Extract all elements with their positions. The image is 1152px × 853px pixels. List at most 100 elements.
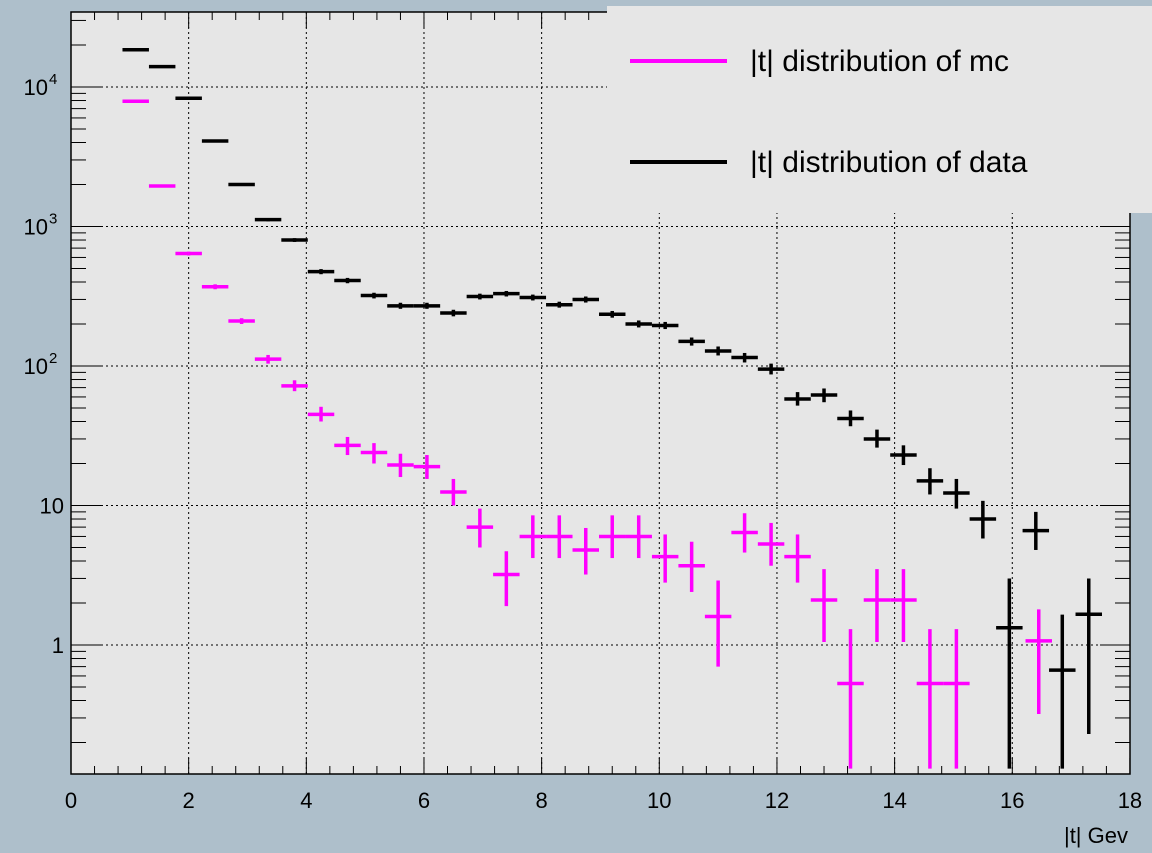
data-point <box>254 354 282 364</box>
data-point <box>519 515 547 559</box>
data-point <box>1075 578 1102 735</box>
data-point <box>837 629 864 769</box>
x-tick-label: 14 <box>882 788 906 813</box>
y-tick-label: 10 <box>24 215 48 240</box>
data-point <box>413 302 441 309</box>
legend: |t| distribution of mc |t| distribution … <box>607 6 1152 213</box>
data-point <box>175 96 202 101</box>
data-point <box>228 182 255 187</box>
data-point <box>810 388 838 403</box>
data-point <box>546 515 573 559</box>
data-point <box>784 534 811 583</box>
legend-label-data: |t| distribution of data <box>750 146 1028 179</box>
x-tick-label: 10 <box>647 788 671 813</box>
x-tick-label: 2 <box>183 788 195 813</box>
data-marks <box>122 47 1102 769</box>
data-point <box>440 309 467 317</box>
data-point <box>625 320 652 328</box>
data-point <box>757 522 785 566</box>
data-point <box>148 184 176 188</box>
data-point <box>704 346 732 356</box>
data-point <box>890 445 917 466</box>
data-point <box>890 569 917 643</box>
data-point <box>334 436 361 456</box>
data-point <box>148 64 176 69</box>
data-point <box>651 534 679 583</box>
data-point <box>201 284 229 290</box>
data-point <box>731 513 758 553</box>
data-point <box>572 527 599 575</box>
data-point <box>678 541 705 592</box>
x-tick-label: 6 <box>418 788 430 813</box>
data-point <box>519 294 547 301</box>
data-point <box>916 468 944 495</box>
data-point <box>307 406 335 422</box>
data-point <box>493 290 520 297</box>
y-tick-label: 10 <box>24 354 48 379</box>
data-point <box>1022 511 1050 550</box>
x-tick-label: 8 <box>536 788 548 813</box>
data-point <box>651 321 679 330</box>
legend-box <box>607 6 1152 213</box>
data-point <box>493 551 520 607</box>
y-tick-label-exponent: 4 <box>49 71 57 88</box>
data-point <box>810 569 838 643</box>
x-tick-labels: 0 2 4 6 8 10 12 14 16 18 <box>65 788 1142 813</box>
data-point <box>413 455 441 479</box>
data-point <box>175 251 202 256</box>
data-point <box>254 217 282 222</box>
data-point <box>122 47 149 52</box>
data-point <box>731 352 758 363</box>
data-point <box>969 500 997 539</box>
data-point <box>704 580 732 667</box>
data-point <box>281 380 308 392</box>
data-point <box>122 99 149 104</box>
data-point <box>334 277 361 284</box>
x-tick-label: 0 <box>65 788 77 813</box>
grid-lines <box>71 12 1130 774</box>
data-point <box>996 578 1023 769</box>
y-tick-label: 10 <box>40 494 64 519</box>
data-point <box>440 478 467 506</box>
data-point <box>784 392 811 406</box>
data-point <box>863 569 891 643</box>
x-axis-title: |t| Gev <box>1064 823 1128 848</box>
y-tick-label-exponent: 3 <box>49 211 57 228</box>
x-tick-label: 16 <box>1000 788 1024 813</box>
data-point <box>466 293 494 300</box>
data-point <box>201 139 229 143</box>
data-point <box>281 238 308 242</box>
x-tick-label: 4 <box>300 788 312 813</box>
legend-label-mc: |t| distribution of mc <box>750 45 1009 78</box>
x-tick-label: 18 <box>1118 788 1142 813</box>
data-point <box>360 292 388 299</box>
data-point <box>572 296 599 303</box>
data-point <box>360 443 388 464</box>
y-tick-label: 1 <box>52 633 64 658</box>
data-point <box>228 318 255 325</box>
data-point <box>466 508 494 548</box>
data-point <box>387 302 414 309</box>
data-point <box>598 310 626 318</box>
data-point <box>1049 614 1076 769</box>
data-point <box>863 429 891 448</box>
data-point <box>916 629 944 769</box>
data-point <box>943 629 970 769</box>
x-tick-label: 12 <box>765 788 789 813</box>
series-1 <box>122 47 1102 769</box>
data-point <box>546 301 573 308</box>
data-point <box>307 269 335 275</box>
data-point <box>678 337 705 346</box>
data-point <box>625 515 652 559</box>
data-point <box>387 453 414 478</box>
data-point <box>837 410 864 427</box>
y-tick-label-exponent: 2 <box>49 350 57 367</box>
y-tick-label: 10 <box>24 75 48 100</box>
series-0 <box>122 99 1052 769</box>
data-point <box>1025 609 1052 715</box>
data-point <box>757 363 785 375</box>
data-point <box>598 515 626 559</box>
data-point <box>943 478 970 509</box>
